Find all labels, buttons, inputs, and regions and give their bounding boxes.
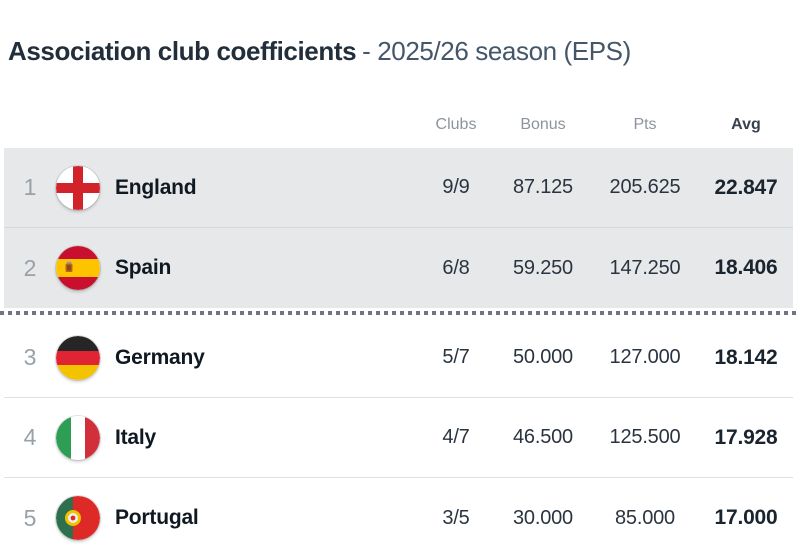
rank-label: 2 <box>23 254 37 281</box>
country-label: England <box>115 175 197 199</box>
table-row[interactable]: 3 Germany 5/7 50.000 127.000 18.142 <box>4 318 793 398</box>
column-header-bonus[interactable]: Bonus <box>520 115 566 133</box>
table-row[interactable]: 1 England 9/9 87.125 205.625 22.847 <box>4 148 793 228</box>
bonus-value: 50.000 <box>513 346 573 368</box>
avg-value: 17.928 <box>714 425 778 449</box>
rank-label: 1 <box>23 174 37 200</box>
page-title: Association club coefficients - 2025/26 s… <box>8 36 800 66</box>
avg-value: 18.142 <box>714 345 778 369</box>
clubs-value: 5/7 <box>442 346 470 368</box>
avg-value: 18.406 <box>714 256 778 279</box>
pts-value: 125.500 <box>609 426 681 448</box>
table-row[interactable]: 5 Portugal 3/5 30.000 85.000 17.000 <box>4 478 793 555</box>
page-title-main: Association club coefficients <box>8 36 357 66</box>
england-flag-icon <box>56 165 100 210</box>
table-header-row: Clubs Bonus Pts Avg <box>4 115 793 134</box>
ranking-cutoff-dotted-line <box>0 311 800 315</box>
clubs-value: 6/8 <box>442 256 470 279</box>
pts-value: 85.000 <box>615 506 675 529</box>
clubs-value: 3/5 <box>442 506 470 529</box>
pts-value: 147.250 <box>609 256 681 279</box>
country-label: Italy <box>115 425 157 449</box>
portugal-flag-icon <box>56 496 100 540</box>
bonus-value: 59.250 <box>513 256 573 279</box>
avg-value: 22.847 <box>714 175 778 199</box>
germany-flag-icon <box>56 335 100 380</box>
rank-label: 3 <box>23 344 37 370</box>
pts-value: 205.625 <box>609 176 681 198</box>
coefficients-table: Clubs Bonus Pts Avg 1 England 9/9 87.125… <box>0 115 800 555</box>
country-label: Germany <box>115 345 205 369</box>
table-row[interactable]: 4 Italy 4/7 46.500 125.500 17.928 <box>4 398 793 478</box>
italy-flag-icon <box>56 415 100 460</box>
rank-label: 5 <box>23 504 37 531</box>
page-title-season-suffix: - 2025/26 season (EPS) <box>362 36 631 66</box>
country-label: Spain <box>115 256 172 279</box>
country-label: Portugal <box>115 506 199 529</box>
avg-value: 17.000 <box>714 506 778 529</box>
bonus-value: 87.125 <box>513 176 573 198</box>
column-header-avg[interactable]: Avg <box>731 115 761 133</box>
bonus-value: 30.000 <box>513 506 573 529</box>
bonus-value: 46.500 <box>513 426 573 448</box>
table-row[interactable]: 2 Spain 6/8 59.250 147.250 18.406 <box>4 228 793 308</box>
clubs-value: 9/9 <box>442 176 470 198</box>
pts-value: 127.000 <box>609 346 681 368</box>
clubs-value: 4/7 <box>442 426 470 448</box>
column-header-pts[interactable]: Pts <box>633 115 657 133</box>
column-header-clubs[interactable]: Clubs <box>435 115 477 133</box>
rank-label: 4 <box>23 424 37 450</box>
spain-flag-icon <box>56 246 100 290</box>
